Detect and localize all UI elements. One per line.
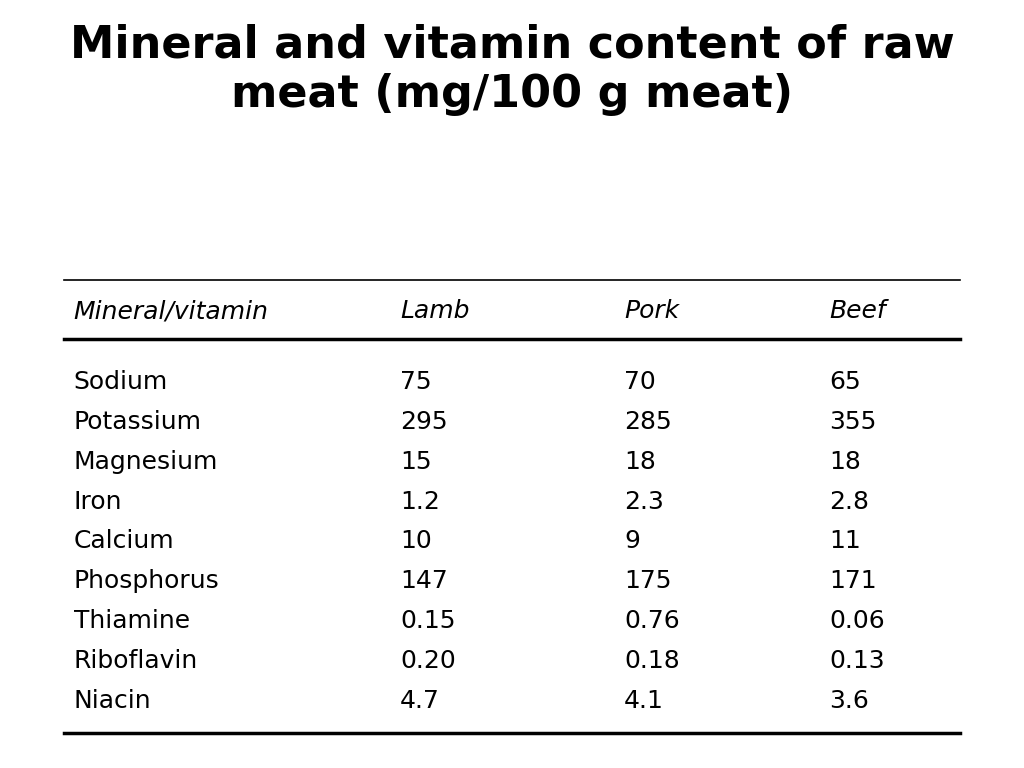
- Text: Mineral/vitamin: Mineral/vitamin: [74, 299, 268, 323]
- Text: 65: 65: [829, 369, 861, 394]
- Text: 4.1: 4.1: [624, 689, 664, 713]
- Text: Riboflavin: Riboflavin: [74, 649, 198, 674]
- Text: Beef: Beef: [829, 299, 886, 323]
- Text: 0.15: 0.15: [400, 609, 456, 634]
- Text: 355: 355: [829, 409, 877, 434]
- Text: 1.2: 1.2: [400, 489, 440, 514]
- Text: Niacin: Niacin: [74, 689, 152, 713]
- Text: 70: 70: [624, 369, 655, 394]
- Text: 0.13: 0.13: [829, 649, 885, 674]
- Text: Phosphorus: Phosphorus: [74, 569, 219, 594]
- Text: Magnesium: Magnesium: [74, 449, 218, 474]
- Text: 3.6: 3.6: [829, 689, 869, 713]
- Text: 2.8: 2.8: [829, 489, 869, 514]
- Text: 9: 9: [624, 529, 640, 554]
- Text: 285: 285: [624, 409, 672, 434]
- Text: Mineral and vitamin content of raw
meat (mg/100 g meat): Mineral and vitamin content of raw meat …: [70, 23, 954, 116]
- Text: 295: 295: [400, 409, 447, 434]
- Text: 0.18: 0.18: [624, 649, 680, 674]
- Text: 175: 175: [624, 569, 672, 594]
- Text: Lamb: Lamb: [400, 299, 470, 323]
- Text: Sodium: Sodium: [74, 369, 168, 394]
- Text: 4.7: 4.7: [400, 689, 440, 713]
- Text: Calcium: Calcium: [74, 529, 174, 554]
- Text: 18: 18: [829, 449, 861, 474]
- Text: 0.76: 0.76: [624, 609, 680, 634]
- Text: Iron: Iron: [74, 489, 122, 514]
- Text: 10: 10: [400, 529, 432, 554]
- Text: 18: 18: [624, 449, 655, 474]
- Text: Thiamine: Thiamine: [74, 609, 189, 634]
- Text: Potassium: Potassium: [74, 409, 202, 434]
- Text: 0.20: 0.20: [400, 649, 456, 674]
- Text: 15: 15: [400, 449, 432, 474]
- Text: Pork: Pork: [624, 299, 679, 323]
- Text: 11: 11: [829, 529, 861, 554]
- Text: 2.3: 2.3: [624, 489, 664, 514]
- Text: 0.06: 0.06: [829, 609, 885, 634]
- Text: 171: 171: [829, 569, 877, 594]
- Text: 147: 147: [400, 569, 447, 594]
- Text: 75: 75: [400, 369, 432, 394]
